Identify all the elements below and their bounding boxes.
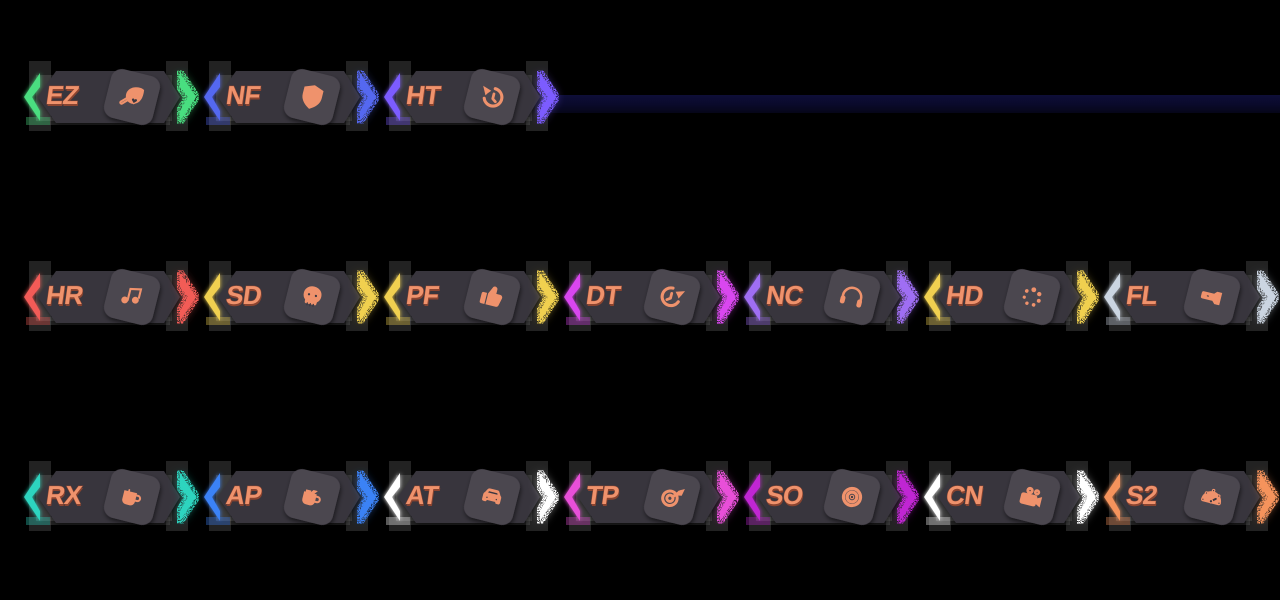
svg-text:DT: DT — [584, 280, 622, 310]
svg-text:EZ: EZ — [44, 80, 81, 110]
svg-text:SO: SO — [764, 480, 805, 510]
svg-text:SD: SD — [224, 280, 263, 310]
svg-text:AT: AT — [404, 480, 440, 510]
svg-text:HR: HR — [44, 280, 85, 310]
svg-text:AP: AP — [224, 480, 263, 510]
svg-text:NC: NC — [764, 280, 805, 310]
svg-text:CN: CN — [944, 480, 985, 510]
svg-text:S2: S2 — [1124, 480, 1159, 510]
svg-text:TP: TP — [584, 480, 620, 510]
svg-text:RX: RX — [44, 480, 84, 510]
svg-text:HD: HD — [944, 280, 985, 310]
svg-text:NF: NF — [224, 80, 262, 110]
svg-text:HT: HT — [404, 80, 442, 110]
svg-text:FL: FL — [1124, 280, 1159, 310]
svg-text:PF: PF — [404, 280, 440, 310]
